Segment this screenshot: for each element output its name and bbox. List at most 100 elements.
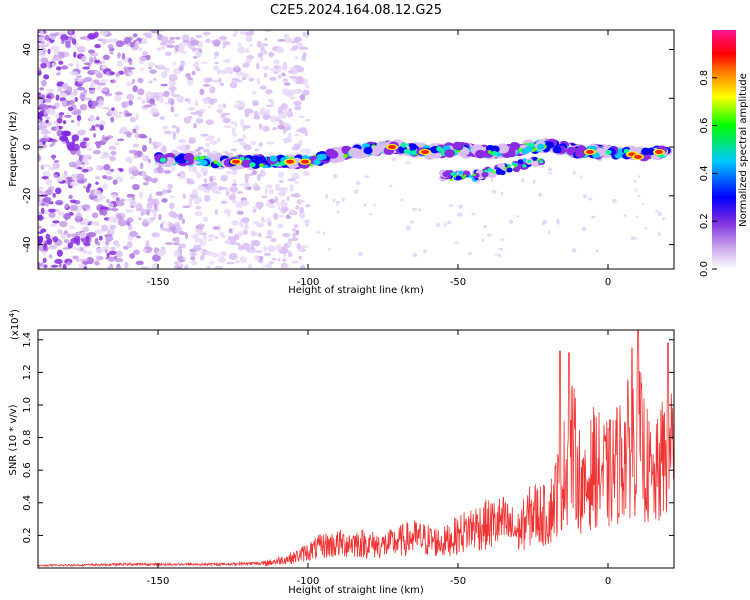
noise-blob xyxy=(282,232,291,238)
noise-blob xyxy=(203,77,211,83)
ridge-blob xyxy=(452,141,463,151)
noise-blob xyxy=(48,208,56,213)
noise-blob xyxy=(164,242,174,245)
noise-blob xyxy=(277,223,284,229)
ridge-blob xyxy=(475,149,486,159)
snr-ytick-label: 0.2 xyxy=(22,527,33,543)
noise-blob xyxy=(48,254,53,259)
snr-xtick-label: -100 xyxy=(297,576,320,587)
noise-blob xyxy=(123,66,128,74)
noise-blob xyxy=(225,171,232,175)
noise-blob xyxy=(129,61,133,66)
noise-blob xyxy=(139,47,143,51)
noise-blob xyxy=(46,94,52,99)
noise-blob xyxy=(214,236,219,240)
noise-blob xyxy=(405,161,411,164)
snr-scale-exponent: 4 xyxy=(8,312,16,317)
noise-blob xyxy=(244,108,253,115)
noise-blob xyxy=(316,231,320,234)
noise-blob xyxy=(289,209,295,214)
noise-blob xyxy=(106,199,110,203)
ridge-blob xyxy=(496,169,503,175)
noise-blob xyxy=(236,242,241,246)
ridge-blob xyxy=(363,146,373,155)
ridge-blob xyxy=(313,158,321,166)
noise-blob xyxy=(216,68,221,75)
noise-blob xyxy=(369,213,373,216)
noise-blob xyxy=(83,250,87,254)
noise-blob xyxy=(75,159,81,166)
noise-blob xyxy=(109,71,115,76)
noise-blob xyxy=(80,258,89,262)
noise-blob xyxy=(83,62,91,65)
noise-blob xyxy=(76,114,82,122)
noise-blob xyxy=(267,230,273,237)
noise-blob xyxy=(82,66,91,70)
noise-blob xyxy=(129,41,135,48)
noise-blob xyxy=(250,231,258,237)
noise-blob xyxy=(163,130,172,135)
noise-blob xyxy=(234,121,238,128)
noise-blob xyxy=(92,198,100,202)
noise-blob xyxy=(103,163,111,171)
ridge-blob xyxy=(522,164,527,168)
noise-blob xyxy=(232,183,237,186)
noise-blob xyxy=(115,200,125,207)
noise-blob xyxy=(128,100,134,106)
noise-blob xyxy=(184,264,189,269)
noise-blob xyxy=(209,86,216,94)
noise-blob xyxy=(295,205,299,210)
noise-blob xyxy=(109,168,115,173)
noise-blob xyxy=(202,149,211,153)
noise-blob xyxy=(238,183,245,186)
noise-blob xyxy=(249,44,253,48)
noise-blob xyxy=(250,140,256,146)
noise-blob xyxy=(235,259,241,264)
noise-blob xyxy=(97,85,101,91)
noise-blob xyxy=(153,78,157,81)
noise-blob xyxy=(197,231,205,236)
noise-blob xyxy=(42,250,47,256)
noise-blob xyxy=(151,264,157,269)
noise-blob xyxy=(274,196,279,203)
noise-blob xyxy=(548,229,551,235)
colorbar: 0.0 0.2 0.4 0.6 0.8 Normalized spectral ampl… xyxy=(699,30,749,277)
noise-blob xyxy=(168,222,175,227)
noise-blob xyxy=(199,88,205,96)
noise-blob xyxy=(54,32,60,36)
noise-blob xyxy=(216,266,221,269)
noise-blob xyxy=(41,202,46,207)
noise-blob xyxy=(193,244,202,251)
noise-blob xyxy=(244,173,250,180)
noise-blob xyxy=(226,261,235,265)
noise-blob xyxy=(254,148,260,152)
noise-blob xyxy=(38,153,41,161)
noise-blob xyxy=(65,138,70,144)
noise-blob xyxy=(237,191,243,195)
noise-blob xyxy=(50,224,57,227)
noise-blob xyxy=(38,189,42,196)
noise-blob xyxy=(228,252,238,261)
noise-blob xyxy=(293,193,301,198)
noise-blob xyxy=(132,128,137,134)
noise-blob xyxy=(81,204,90,209)
noise-blob xyxy=(284,36,292,44)
ridge-blob xyxy=(517,159,524,165)
noise-blob xyxy=(177,255,184,261)
noise-blob xyxy=(541,220,546,226)
noise-blob xyxy=(289,96,296,100)
noise-blob xyxy=(56,249,63,257)
noise-blob xyxy=(454,241,459,244)
spectrogram-ytick-label: 0 xyxy=(22,144,33,150)
noise-blob xyxy=(245,222,249,229)
noise-blob xyxy=(101,38,107,45)
ridge-blob xyxy=(199,155,205,160)
noise-blob xyxy=(245,35,253,43)
noise-blob xyxy=(281,64,288,71)
noise-blob xyxy=(635,215,639,218)
noise-blob xyxy=(84,242,91,247)
noise-blob xyxy=(481,238,485,242)
noise-blob xyxy=(182,50,187,55)
noise-blob xyxy=(173,261,180,265)
noise-blob xyxy=(138,56,148,61)
